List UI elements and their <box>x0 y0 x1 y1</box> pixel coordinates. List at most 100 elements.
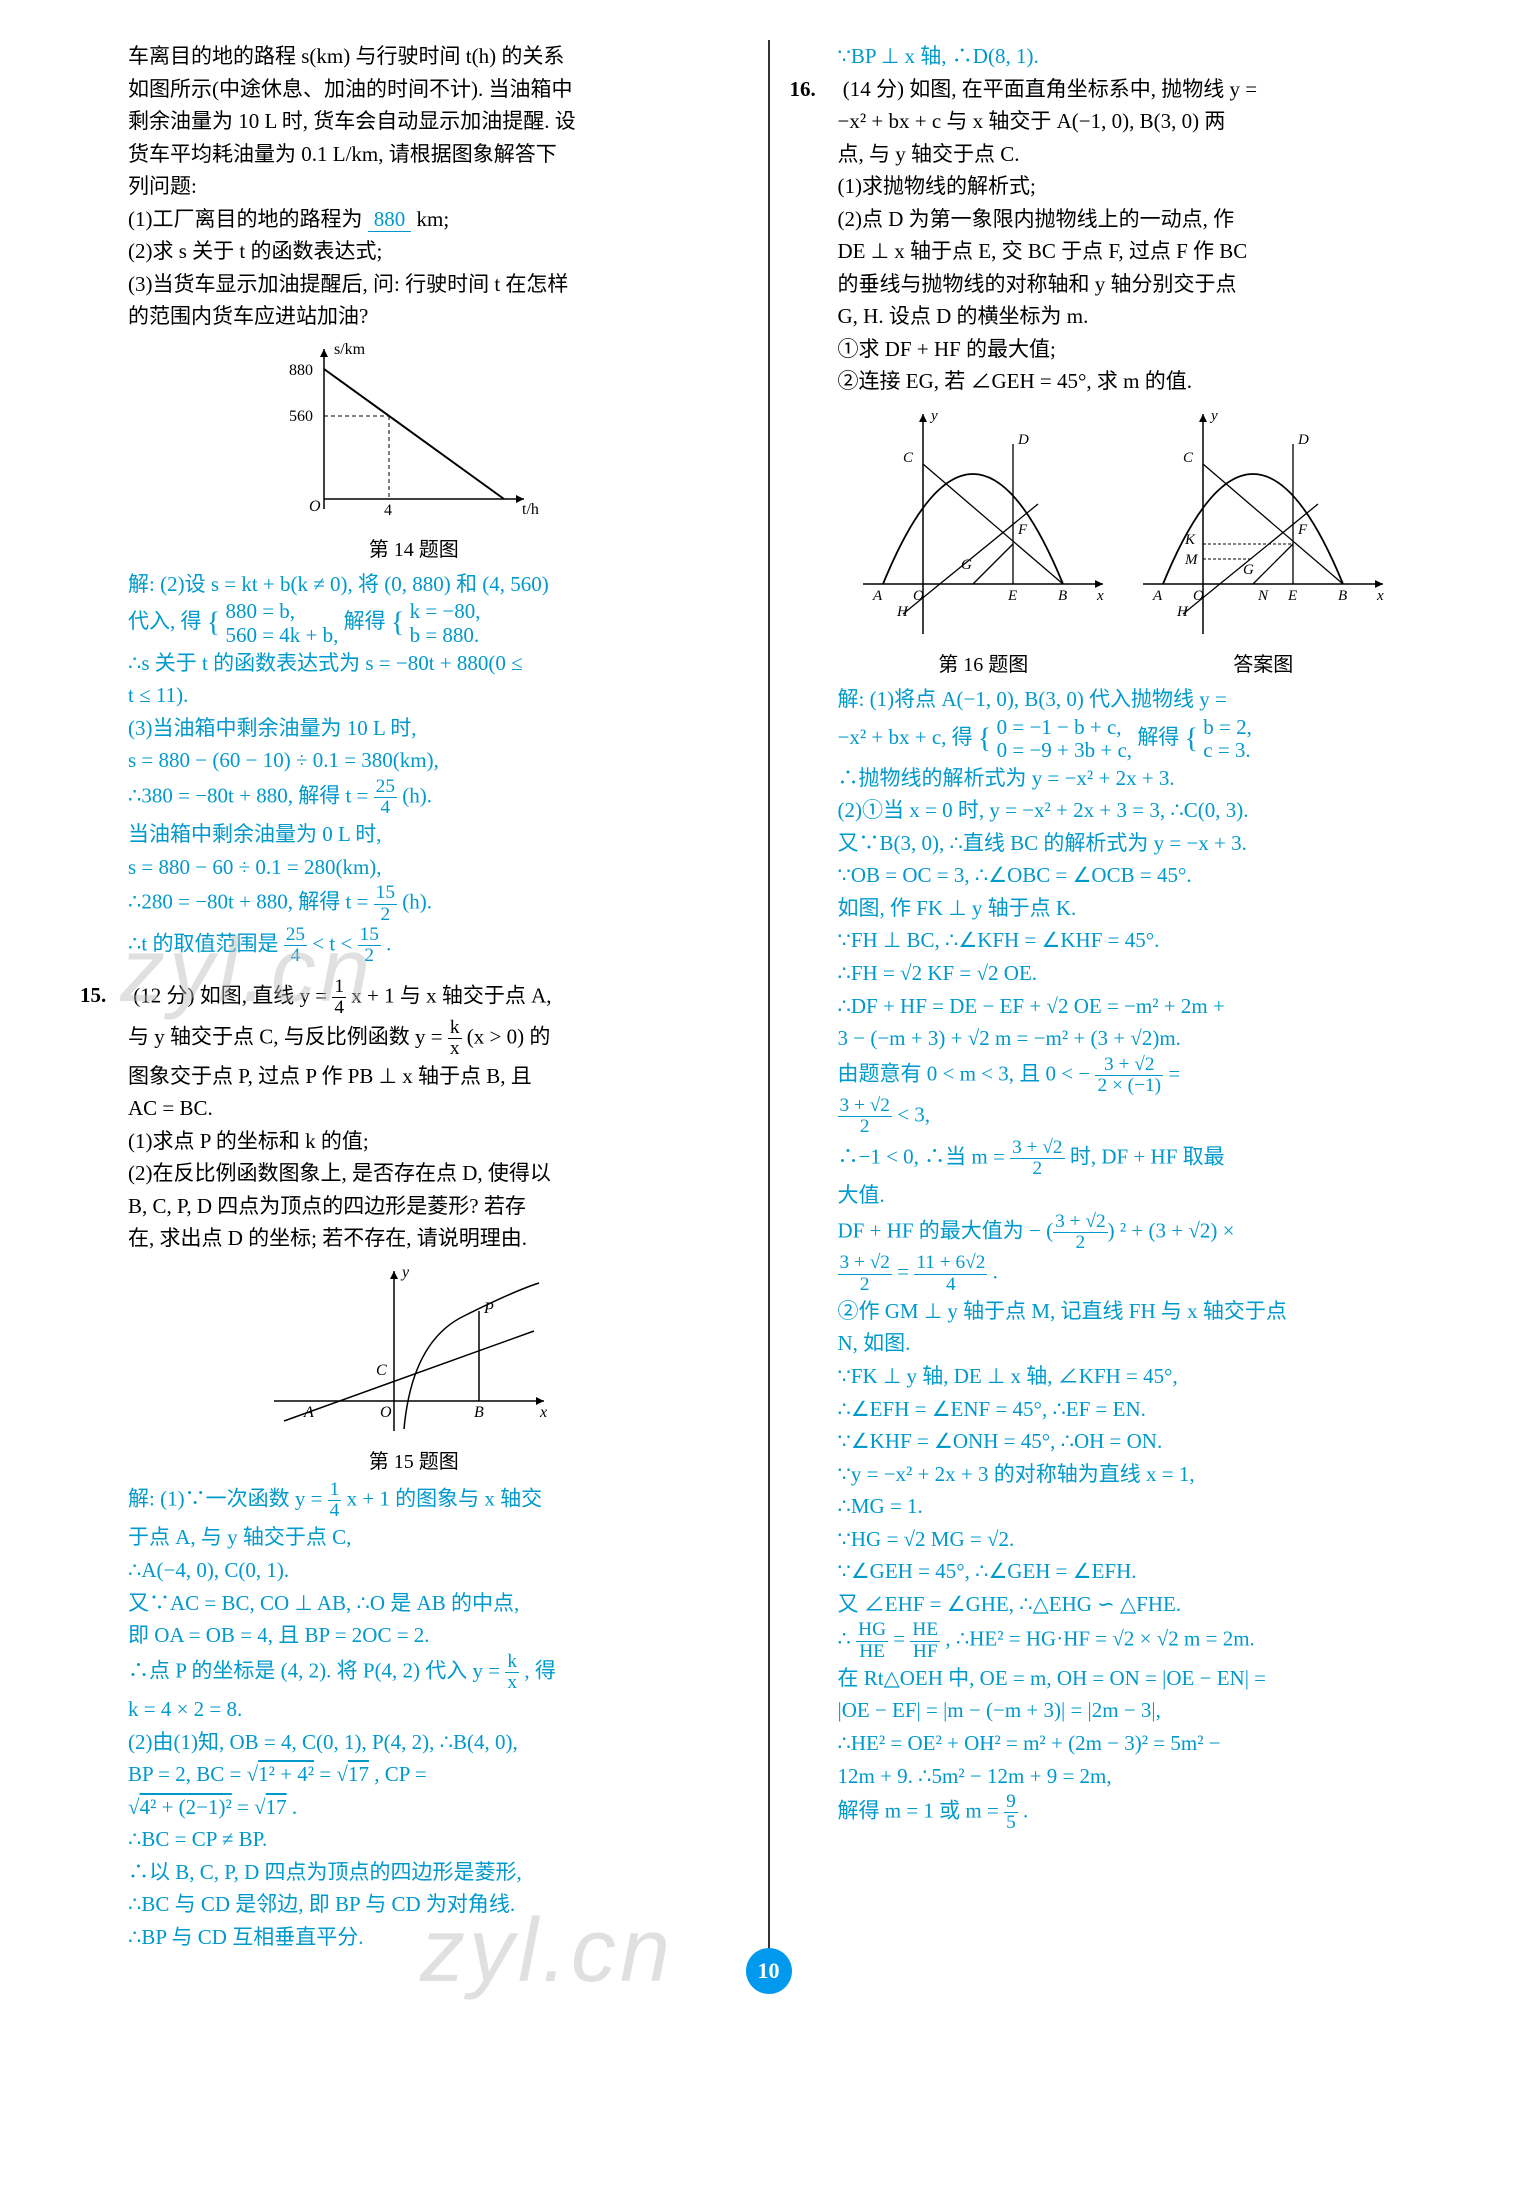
q16-sol-12: 由题意有 0 < m < 3, 且 0 < − 3 + √22 × (−1) = <box>790 1055 1458 1097</box>
q16-l3: 点, 与 y 轴交于点 C. <box>790 138 1458 171</box>
t: c = 3. <box>1203 739 1252 762</box>
q14-fig-cap: 第 14 题图 <box>80 533 748 562</box>
fd: HE <box>856 1642 888 1662</box>
svg-text:y: y <box>929 408 938 424</box>
q16-head: 16. (14 分) 如图, 在平面直角坐标系中, 抛物线 y = <box>790 73 1458 106</box>
t: 0 = −9 + 3b + c, <box>997 739 1132 762</box>
q15-cont: ∵BP ⊥ x 轴, ∴D(8, 1). <box>790 40 1458 73</box>
t: ² + (3 + √2) × <box>1120 1218 1235 1242</box>
fn: 3 + √2 <box>1010 1138 1064 1159</box>
fd: x <box>505 1673 519 1693</box>
fn: HE <box>910 1620 940 1641</box>
q16-l6: DE ⊥ x 轴于点 E, 交 BC 于点 F, 过点 F 作 BC <box>790 235 1458 268</box>
t: = <box>897 1260 914 1284</box>
q16-sol-5: 又∵B(3, 0), ∴直线 BC 的解析式为 y = −x + 3. <box>790 827 1458 860</box>
q16-sol-14: ∴−1 < 0, ∴当 m = 3 + √22 时, DF + HF 取最 <box>790 1138 1458 1180</box>
xlabel: t/h <box>522 501 539 518</box>
q15-num: 15. <box>80 979 128 1012</box>
column-divider <box>768 40 770 1954</box>
q14-p1: (1)工厂离目的地的路程为 880 km; <box>80 203 748 236</box>
t: 如图, 直线 y = <box>200 983 327 1007</box>
svg-text:K: K <box>1184 532 1196 548</box>
fd: 2 <box>838 1275 892 1295</box>
t: BP = 2, BC = <box>128 1762 241 1786</box>
svg-text:B: B <box>474 1404 484 1421</box>
q16-l5: (2)点 D 为第一象限内抛物线上的一动点, 作 <box>790 203 1458 236</box>
q15-sol-1: 解: (1)∵一次函数 y = 14 x + 1 的图象与 x 轴交 <box>80 1480 748 1522</box>
q14-sol-5: s = 880 − (60 − 10) ÷ 0.1 = 380(km), <box>80 744 748 777</box>
q16-l8: G, H. 设点 D 的横坐标为 m. <box>790 300 1458 333</box>
fn: 9 <box>1004 1792 1018 1813</box>
t: 时, DF + HF 取最 <box>1070 1144 1225 1168</box>
fn: 11 + 6√2 <box>914 1253 987 1274</box>
t: = <box>1168 1061 1180 1085</box>
t: ∴−1 < 0, ∴当 m = <box>838 1144 1005 1168</box>
q15-l3: 图象交于点 P, 过点 P 作 PB ⊥ x 轴于点 B, 且 <box>80 1060 748 1093</box>
q15-sol-3: ∴A(−4, 0), C(0, 1). <box>80 1554 748 1587</box>
fd: 2 <box>838 1117 892 1137</box>
fd: 4 <box>284 946 307 966</box>
t: ∴380 = −80t + 880, 解得 t = <box>128 783 368 807</box>
fd: 2 <box>1053 1233 1107 1253</box>
q15-fig-cap: 第 15 题图 <box>80 1445 748 1474</box>
right-column: ∵BP ⊥ x 轴, ∴D(8, 1). 16. (14 分) 如图, 在平面直… <box>790 40 1458 1954</box>
t: < 3, <box>897 1103 930 1127</box>
svg-text:D: D <box>1017 432 1029 448</box>
q16-sol-4: (2)①当 x = 0 时, y = −x² + 2x + 3 = 3, ∴C(… <box>790 794 1458 827</box>
q16-num: 16. <box>790 73 838 106</box>
q16-sol-23: ∵y = −x² + 2x + 3 的对称轴为直线 x = 1, <box>790 1458 1458 1491</box>
t: 17 <box>266 1795 287 1819</box>
svg-text:D: D <box>1297 432 1309 448</box>
svg-text:A: A <box>872 588 883 604</box>
q16-sol-20: ∵FK ⊥ y 轴, DE ⊥ x 轴, ∠KFH = 45°, <box>790 1360 1458 1393</box>
q14-p2: (2)求 s 关于 t 的函数表达式; <box>80 235 748 268</box>
q14-sol-3b: t ≤ 11). <box>80 679 748 712</box>
q15-sol-7: k = 4 × 2 = 8. <box>80 1693 748 1726</box>
q16-sol-15: 大值. <box>790 1179 1458 1212</box>
fn: 3 + √2 <box>838 1253 892 1274</box>
q16-sol-10: ∴DF + HF = DE − EF + √2 OE = −m² + 2m + <box>790 990 1458 1023</box>
t: , 得 <box>524 1658 556 1682</box>
t: = <box>319 1762 336 1786</box>
svg-text:C: C <box>376 1362 387 1379</box>
fn: HG <box>856 1620 888 1641</box>
q16-l4: (1)求抛物线的解析式; <box>790 170 1458 203</box>
t: 解得 <box>1137 724 1179 748</box>
q16-sol-9: ∴FH = √2 KF = √2 OE. <box>790 957 1458 990</box>
t: 4² + (2−1)² <box>140 1795 232 1819</box>
q16-sol-21: ∴∠EFH = ∠ENF = 45°, ∴EF = EN. <box>790 1393 1458 1426</box>
svg-text:A: A <box>1152 588 1163 604</box>
svg-text:C: C <box>1183 450 1194 466</box>
fd: 2 <box>358 946 381 966</box>
fn: k <box>505 1652 519 1673</box>
fd: HF <box>910 1642 940 1662</box>
svg-text:F: F <box>1017 522 1028 538</box>
t: 解得 m = 1 或 m = <box>838 1799 999 1823</box>
q16-sol-24: ∴MG = 1. <box>790 1490 1458 1523</box>
t: 560 = 4k + b, <box>225 624 338 647</box>
q14-sol-3: ∴s 关于 t 的函数表达式为 s = −80t + 880(0 ≤ <box>80 647 748 680</box>
t: ∴280 = −80t + 880, 解得 t = <box>128 890 368 914</box>
svg-text:M: M <box>1184 552 1199 568</box>
fd: 4 <box>332 998 346 1018</box>
q16-figure: A O E B C D F G H x y 第 16 题图 <box>790 404 1458 677</box>
q14-intro: 车离目的地的路程 s(km) 与行驶时间 t(h) 的关系 <box>80 40 748 73</box>
t: 1² + 4² <box>258 1762 314 1786</box>
q15-sol-10: √4² + (2−1)² = √17 . <box>80 1791 748 1824</box>
svg-text:O: O <box>913 588 924 604</box>
t: 0 = −1 − b + c, <box>997 716 1132 739</box>
fn: 15 <box>374 883 397 904</box>
fn: 15 <box>358 925 381 946</box>
svg-text:O: O <box>1193 588 1204 604</box>
q16-sol-1: 解: (1)将点 A(−1, 0), B(3, 0) 代入抛物线 y = <box>790 683 1458 716</box>
t: 与 y 轴交于点 C, 与反比例函数 y = <box>128 1025 443 1049</box>
q16-l9: ①求 DF + HF 的最大值; <box>790 333 1458 366</box>
q16-sol-2: −x² + bx + c, 得 { 0 = −1 − b + c, 0 = −9… <box>790 716 1458 762</box>
q16-sol-8: ∵FH ⊥ BC, ∴∠KFH = ∠KHF = 45°. <box>790 924 1458 957</box>
q16-l10: ②连接 EG, 若 ∠GEH = 45°, 求 m 的值. <box>790 365 1458 398</box>
q15-sol-13: ∴BC 与 CD 是邻边, 即 BP 与 CD 为对角线. <box>80 1888 748 1921</box>
fd: 5 <box>1004 1813 1018 1833</box>
fn: 3 + √2 <box>1053 1212 1107 1233</box>
q15-sol-2: 于点 A, 与 y 轴交于点 C, <box>80 1521 748 1554</box>
t: (x > 0) 的 <box>467 1025 551 1049</box>
